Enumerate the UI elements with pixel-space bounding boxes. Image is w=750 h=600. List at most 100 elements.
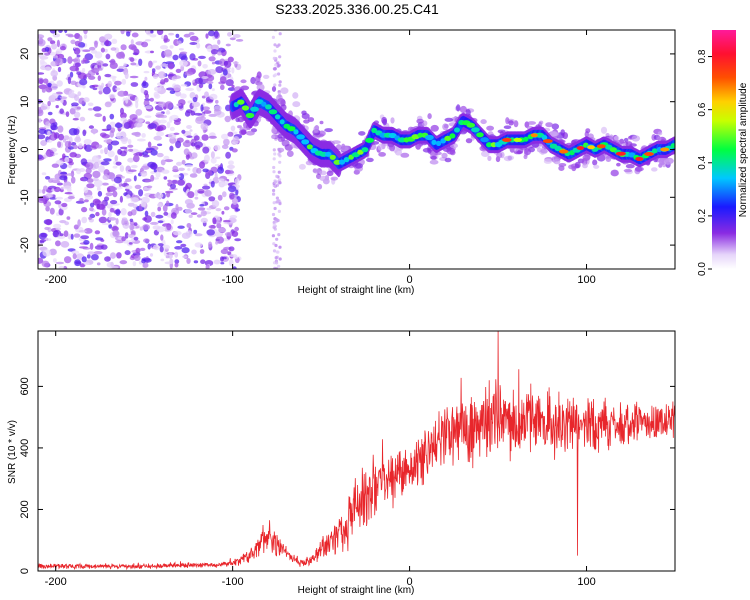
ridge-core	[361, 147, 369, 153]
noise-blob	[163, 244, 171, 250]
noise-blob	[228, 160, 234, 165]
spectrogram-x-axis-title: Height of straight line (km)	[298, 285, 415, 296]
noise-blob	[185, 182, 192, 190]
streak-blob	[272, 157, 276, 161]
noise-blob	[141, 165, 150, 170]
noise-blob	[143, 215, 152, 223]
noise-blob	[68, 128, 78, 136]
noise-blob	[166, 223, 172, 231]
noise-blob	[210, 157, 217, 164]
streak-blob	[278, 55, 282, 59]
noise-blob	[143, 70, 150, 74]
noise-blob	[147, 161, 156, 168]
halo-blob	[605, 155, 612, 162]
noise-blob	[63, 230, 69, 237]
halo-blob	[497, 129, 506, 134]
spectrogram-marks	[38, 30, 675, 269]
noise-blob	[182, 255, 188, 259]
noise-blob	[38, 109, 44, 117]
noise-blob	[112, 165, 118, 169]
noise-blob	[180, 84, 188, 87]
noise-blob	[55, 105, 59, 109]
noise-blob	[121, 78, 127, 85]
noise-blob	[78, 143, 83, 149]
noise-blob	[74, 259, 81, 267]
streak-blob	[273, 83, 277, 87]
noise-blob	[110, 140, 120, 146]
noise-blob	[215, 208, 222, 212]
ridge-core	[268, 109, 278, 115]
noise-blob	[189, 92, 196, 99]
ridge-core	[397, 137, 406, 143]
halo-blob	[465, 138, 473, 144]
noise-blob	[110, 200, 118, 205]
noise-blob	[173, 84, 181, 92]
x-tick-label: 100	[577, 576, 595, 588]
noise-blob	[224, 231, 234, 237]
noise-blob	[188, 31, 195, 36]
noise-blob	[208, 56, 216, 62]
noise-blob	[91, 155, 100, 163]
noise-blob	[168, 32, 175, 36]
ridge-core	[444, 135, 452, 141]
noise-blob	[196, 42, 201, 49]
noise-blob	[84, 194, 94, 200]
figure-title: S233.2025.336.00.25.C41	[275, 1, 439, 17]
noise-blob	[156, 131, 165, 137]
halo-blob	[480, 119, 487, 125]
streak-blob	[273, 152, 277, 156]
halo-blob	[271, 135, 276, 139]
noise-blob	[43, 185, 48, 191]
noise-blob	[129, 75, 139, 79]
noise-blob	[191, 101, 200, 108]
noise-blob	[160, 159, 166, 166]
noise-blob	[152, 244, 160, 251]
noise-blob	[170, 212, 177, 219]
halo-blob	[326, 170, 334, 177]
halo-blob	[658, 158, 666, 165]
halo-blob	[319, 175, 329, 182]
noise-blob	[124, 232, 129, 239]
noise-blob	[141, 41, 149, 48]
noise-blob	[93, 161, 100, 169]
ridge-core	[329, 154, 336, 160]
noise-blob	[166, 87, 175, 91]
spectrogram-y-ticks: -20 -10 0 10 20	[19, 48, 675, 253]
noise-blob	[98, 165, 105, 173]
noise-blob	[177, 179, 186, 186]
noise-blob	[181, 159, 186, 165]
noise-blob	[234, 238, 242, 242]
noise-blob	[138, 189, 144, 197]
y-tick-label: 0	[19, 568, 31, 574]
noise-blob	[222, 191, 227, 198]
noise-blob	[208, 225, 216, 229]
noise-blob	[181, 232, 191, 239]
halo-blob	[558, 165, 565, 171]
x-tick-label: -100	[222, 274, 244, 286]
noise-blob	[55, 196, 64, 200]
noise-blob	[45, 176, 51, 180]
noise-blob	[133, 155, 140, 163]
noise-blob	[105, 192, 113, 197]
noise-blob	[56, 48, 63, 54]
noise-blob	[38, 128, 47, 135]
noise-blob	[234, 226, 240, 232]
streak-blob	[278, 160, 282, 164]
noise-blob	[50, 122, 57, 131]
noise-blob	[99, 132, 107, 138]
noise-blob	[96, 60, 104, 66]
noise-blob	[180, 243, 187, 248]
noise-blob	[112, 230, 120, 238]
noise-blob	[194, 233, 203, 237]
noise-blob	[228, 246, 235, 252]
noise-blob	[49, 30, 57, 34]
noise-blob	[102, 115, 106, 122]
noise-blob	[38, 196, 46, 204]
noise-blob	[152, 74, 159, 79]
noise-blob	[208, 30, 215, 37]
noise-blob	[202, 64, 208, 69]
noise-blob	[62, 138, 67, 143]
ridge-core	[454, 127, 460, 133]
noise-blob	[64, 156, 70, 163]
noise-blob	[65, 33, 74, 36]
